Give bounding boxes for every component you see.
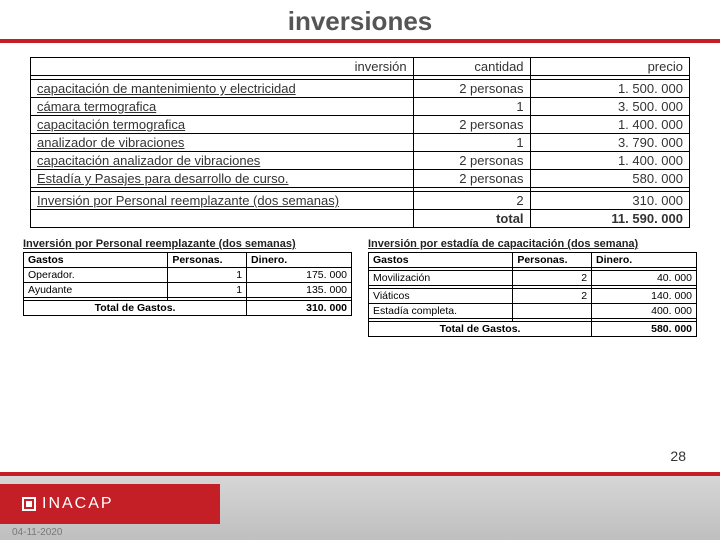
left-total-row: Total de Gastos. 310. 000 [24, 301, 352, 316]
table-row: Estadía completa. 400. 000 [369, 304, 697, 319]
brand-logo: INACAP [22, 495, 114, 513]
right-header-row: Gastos Personas. Dinero. [369, 253, 697, 268]
table-row: Estadía y Pasajes para desarrollo de cur… [31, 170, 690, 188]
table-row-total: total 11. 590. 000 [31, 210, 690, 228]
main-investment-table: inversión cantidad precio capacitación d… [30, 57, 690, 228]
small-tables-row: Inversión por Personal reemplazante (dos… [23, 238, 697, 337]
brand-mark-icon [22, 497, 36, 511]
left-caption: Inversión por Personal reemplazante (dos… [23, 238, 352, 250]
title-bar: inversiones [0, 0, 720, 43]
table-row: Movilización 2 40. 000 [369, 271, 697, 286]
table-row: cámara termografica 1 3. 500. 000 [31, 98, 690, 116]
page-number: 28 [670, 448, 686, 464]
table-row: capacitación de mantenimiento y electric… [31, 80, 690, 98]
table-row-extra: Inversión por Personal reemplazante (dos… [31, 192, 690, 210]
table-row: Ayudante 1 135. 000 [24, 283, 352, 298]
brand-text: INACAP [42, 495, 114, 513]
table-row: Operador. 1 175. 000 [24, 268, 352, 283]
date-stamp: 04-11-2020 [12, 527, 62, 538]
main-header-row: inversión cantidad precio [31, 58, 690, 76]
right-caption: Inversión por estadía de capacitación (d… [368, 238, 697, 250]
header-inversion: inversión [31, 58, 414, 76]
right-total-row: Total de Gastos. 580. 000 [369, 322, 697, 337]
table-row: capacitación termografica 2 personas 1. … [31, 116, 690, 134]
left-table-wrap: Inversión por Personal reemplazante (dos… [23, 238, 352, 337]
header-precio: precio [530, 58, 689, 76]
brand-block: INACAP [0, 484, 220, 524]
page-title: inversiones [0, 6, 720, 37]
table-row: capacitación analizador de vibraciones 2… [31, 152, 690, 170]
header-cantidad: cantidad [413, 58, 530, 76]
left-header-row: Gastos Personas. Dinero. [24, 253, 352, 268]
left-table: Gastos Personas. Dinero. Operador. 1 175… [23, 252, 352, 316]
right-table-wrap: Inversión por estadía de capacitación (d… [368, 238, 697, 337]
table-row: Viáticos 2 140. 000 [369, 289, 697, 304]
right-table: Gastos Personas. Dinero. Movilización 2 … [368, 252, 697, 337]
table-row: analizador de vibraciones 1 3. 790. 000 [31, 134, 690, 152]
